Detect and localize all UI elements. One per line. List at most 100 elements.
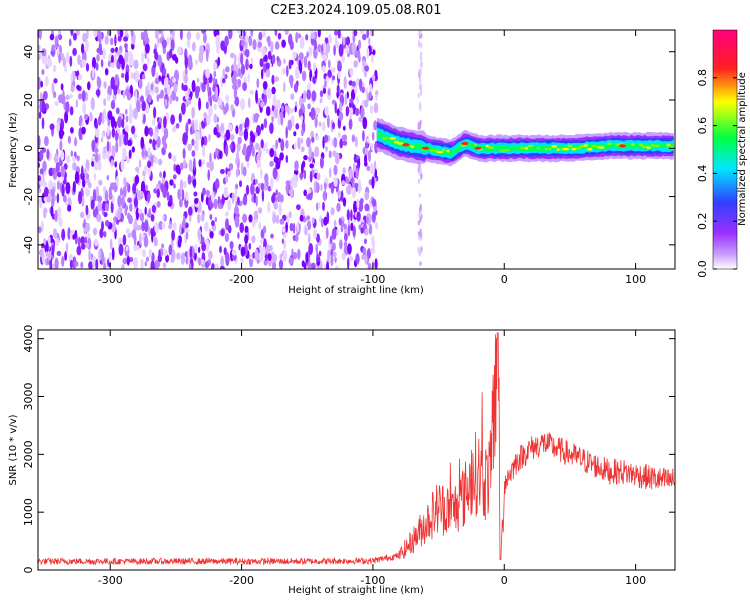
noise-cell	[330, 207, 335, 216]
noise-cell	[51, 82, 55, 94]
noise-cell	[213, 198, 218, 210]
noise-cell	[147, 56, 150, 66]
noise-cell	[153, 60, 157, 69]
noise-cell	[294, 141, 297, 150]
noise-cell	[219, 265, 225, 269]
noise-cell	[225, 175, 229, 183]
noise-cell	[103, 211, 108, 218]
noise-cell	[92, 188, 97, 202]
signal-cell	[646, 146, 651, 149]
noise-cell	[296, 204, 301, 211]
noise-cell	[303, 90, 307, 103]
noise-cell	[149, 138, 153, 144]
noise-cell	[54, 233, 58, 240]
signal-cell	[607, 142, 612, 145]
noise-cell	[366, 47, 370, 59]
noise-cell	[70, 73, 73, 85]
noise-cell	[245, 48, 250, 58]
noise-cell	[333, 44, 336, 56]
noise-cell	[164, 98, 168, 106]
noise-cell	[95, 62, 99, 71]
noise-cell	[188, 263, 192, 269]
noise-cell	[272, 167, 278, 180]
noise-cell	[195, 130, 201, 142]
noise-cell	[373, 160, 377, 171]
noise-cell	[303, 155, 308, 161]
noise-cell	[85, 204, 89, 216]
noise-cell	[218, 202, 222, 210]
noise-cell	[90, 199, 95, 210]
noise-cell	[96, 54, 100, 62]
noise-cell	[347, 243, 352, 255]
noise-cell	[153, 130, 158, 141]
noise-cell	[366, 248, 372, 259]
noise-cell	[173, 183, 176, 189]
noise-cell	[184, 55, 189, 69]
noise-cell	[208, 133, 211, 142]
noise-cell	[313, 228, 318, 239]
noise-cell	[220, 229, 225, 237]
noise-cell	[333, 219, 337, 229]
noise-cell	[162, 262, 167, 268]
noise-cell	[374, 258, 378, 269]
noise-cell	[58, 34, 63, 41]
noise-cell	[142, 248, 146, 258]
noise-cell	[251, 146, 255, 157]
noise-cell	[39, 149, 44, 161]
noise-cell	[213, 70, 217, 78]
noise-cell	[85, 62, 90, 72]
noise-cell	[118, 134, 122, 148]
noise-cell	[94, 239, 99, 247]
noise-cell	[318, 121, 322, 127]
noise-cell	[104, 202, 109, 212]
noise-cell	[255, 195, 258, 207]
noise-cell	[201, 242, 207, 252]
noise-cell	[65, 182, 71, 195]
noise-cell	[78, 93, 83, 100]
noise-cell	[362, 116, 368, 130]
colorbar-tick-label: 0.2	[696, 212, 709, 230]
noise-cell	[133, 257, 139, 269]
noise-cell	[209, 214, 213, 220]
noise-cell	[340, 190, 344, 203]
noise-cell	[310, 262, 316, 269]
noise-cell	[280, 138, 285, 152]
noise-cell	[372, 212, 376, 222]
noise-cell	[338, 111, 344, 121]
noise-cell	[351, 81, 356, 87]
noise-cell	[274, 30, 278, 37]
noise-cell	[128, 111, 133, 124]
noise-cell	[306, 194, 311, 200]
noise-cell	[162, 67, 167, 77]
noise-cell	[117, 195, 122, 208]
noise-cell	[168, 79, 173, 85]
noise-cell	[209, 160, 215, 172]
noise-cell	[141, 149, 145, 158]
noise-cell	[228, 30, 233, 40]
noise-cell	[110, 62, 115, 69]
noise-cell	[357, 184, 362, 192]
noise-cell	[298, 59, 302, 72]
noise-cell	[198, 97, 202, 111]
x-tick-label: -200	[229, 574, 254, 587]
noise-cell	[201, 121, 206, 129]
colorbar: 0.0 0.2 0.4 0.6 0.8 Normalized spectral ampl…	[696, 29, 748, 278]
noise-cell	[213, 103, 218, 111]
x-tick-label: 100	[625, 273, 646, 286]
noise-cell	[70, 150, 74, 157]
noise-cell	[240, 98, 245, 111]
noise-cell	[193, 157, 196, 171]
x-tick-label: -100	[360, 574, 385, 587]
noise-cell	[85, 222, 91, 233]
noise-cell	[41, 48, 47, 57]
noise-cell	[312, 62, 317, 72]
noise-cell	[203, 32, 207, 44]
noise-cell	[40, 80, 43, 88]
noise-cell	[88, 261, 93, 269]
noise-cell	[318, 250, 322, 257]
noise-cell	[265, 148, 270, 154]
signal-peak	[422, 146, 429, 150]
noise-cell	[364, 253, 368, 265]
noise-cell	[117, 116, 122, 128]
noise-cell	[342, 36, 346, 46]
